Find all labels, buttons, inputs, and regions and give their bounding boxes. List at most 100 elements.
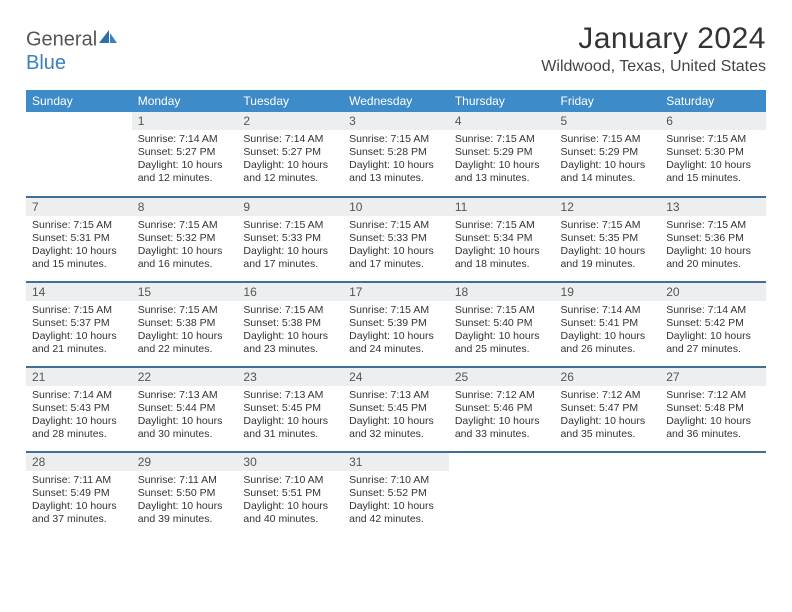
weekday-header: Monday (132, 90, 238, 112)
day-details: Sunrise: 7:15 AMSunset: 5:35 PMDaylight:… (555, 216, 661, 278)
day-number: 13 (660, 198, 766, 216)
calendar-day-cell: 17Sunrise: 7:15 AMSunset: 5:39 PMDayligh… (343, 282, 449, 367)
day-details: Sunrise: 7:13 AMSunset: 5:44 PMDaylight:… (132, 386, 238, 448)
calendar-day-cell: 26Sunrise: 7:12 AMSunset: 5:47 PMDayligh… (555, 367, 661, 452)
calendar-day-cell: 8Sunrise: 7:15 AMSunset: 5:32 PMDaylight… (132, 197, 238, 282)
calendar-table: Sunday Monday Tuesday Wednesday Thursday… (26, 90, 766, 537)
day-number: 19 (555, 283, 661, 301)
day-details: Sunrise: 7:14 AMSunset: 5:42 PMDaylight:… (660, 301, 766, 363)
calendar-day-cell: 15Sunrise: 7:15 AMSunset: 5:38 PMDayligh… (132, 282, 238, 367)
day-number: 14 (26, 283, 132, 301)
day-number: 30 (237, 453, 343, 471)
day-number: 28 (26, 453, 132, 471)
calendar-day-cell (449, 452, 555, 537)
calendar-day-cell: 29Sunrise: 7:11 AMSunset: 5:50 PMDayligh… (132, 452, 238, 537)
weekday-header: Thursday (449, 90, 555, 112)
day-number: 17 (343, 283, 449, 301)
day-number: 16 (237, 283, 343, 301)
day-details: Sunrise: 7:12 AMSunset: 5:46 PMDaylight:… (449, 386, 555, 448)
day-details: Sunrise: 7:15 AMSunset: 5:32 PMDaylight:… (132, 216, 238, 278)
calendar-day-cell: 31Sunrise: 7:10 AMSunset: 5:52 PMDayligh… (343, 452, 449, 537)
calendar-week-row: 7Sunrise: 7:15 AMSunset: 5:31 PMDaylight… (26, 197, 766, 282)
calendar-day-cell: 6Sunrise: 7:15 AMSunset: 5:30 PMDaylight… (660, 112, 766, 197)
day-number: 22 (132, 368, 238, 386)
day-details: Sunrise: 7:15 AMSunset: 5:36 PMDaylight:… (660, 216, 766, 278)
day-number: 2 (237, 112, 343, 130)
calendar-day-cell: 7Sunrise: 7:15 AMSunset: 5:31 PMDaylight… (26, 197, 132, 282)
day-details: Sunrise: 7:10 AMSunset: 5:52 PMDaylight:… (343, 471, 449, 533)
day-details: Sunrise: 7:13 AMSunset: 5:45 PMDaylight:… (237, 386, 343, 448)
calendar-day-cell: 30Sunrise: 7:10 AMSunset: 5:51 PMDayligh… (237, 452, 343, 537)
calendar-day-cell: 12Sunrise: 7:15 AMSunset: 5:35 PMDayligh… (555, 197, 661, 282)
day-details: Sunrise: 7:14 AMSunset: 5:43 PMDaylight:… (26, 386, 132, 448)
day-number: 7 (26, 198, 132, 216)
calendar-day-cell: 19Sunrise: 7:14 AMSunset: 5:41 PMDayligh… (555, 282, 661, 367)
day-details: Sunrise: 7:15 AMSunset: 5:38 PMDaylight:… (237, 301, 343, 363)
calendar-day-cell: 14Sunrise: 7:15 AMSunset: 5:37 PMDayligh… (26, 282, 132, 367)
day-details: Sunrise: 7:14 AMSunset: 5:27 PMDaylight:… (132, 130, 238, 192)
day-details: Sunrise: 7:15 AMSunset: 5:33 PMDaylight:… (237, 216, 343, 278)
location-text: Wildwood, Texas, United States (541, 58, 766, 76)
calendar-day-cell: 25Sunrise: 7:12 AMSunset: 5:46 PMDayligh… (449, 367, 555, 452)
day-details: Sunrise: 7:15 AMSunset: 5:33 PMDaylight:… (343, 216, 449, 278)
calendar-day-cell: 4Sunrise: 7:15 AMSunset: 5:29 PMDaylight… (449, 112, 555, 197)
day-details: Sunrise: 7:15 AMSunset: 5:39 PMDaylight:… (343, 301, 449, 363)
calendar-day-cell (555, 452, 661, 537)
day-details: Sunrise: 7:15 AMSunset: 5:37 PMDaylight:… (26, 301, 132, 363)
day-number: 31 (343, 453, 449, 471)
calendar-day-cell: 21Sunrise: 7:14 AMSunset: 5:43 PMDayligh… (26, 367, 132, 452)
calendar-day-cell: 27Sunrise: 7:12 AMSunset: 5:48 PMDayligh… (660, 367, 766, 452)
weekday-header: Sunday (26, 90, 132, 112)
day-details: Sunrise: 7:10 AMSunset: 5:51 PMDaylight:… (237, 471, 343, 533)
day-number: 11 (449, 198, 555, 216)
day-details: Sunrise: 7:14 AMSunset: 5:41 PMDaylight:… (555, 301, 661, 363)
calendar-day-cell: 24Sunrise: 7:13 AMSunset: 5:45 PMDayligh… (343, 367, 449, 452)
day-details: Sunrise: 7:15 AMSunset: 5:29 PMDaylight:… (555, 130, 661, 192)
calendar-day-cell: 13Sunrise: 7:15 AMSunset: 5:36 PMDayligh… (660, 197, 766, 282)
calendar-day-cell: 22Sunrise: 7:13 AMSunset: 5:44 PMDayligh… (132, 367, 238, 452)
brand-logo: GeneralBlue (26, 28, 119, 75)
calendar-week-row: 28Sunrise: 7:11 AMSunset: 5:49 PMDayligh… (26, 452, 766, 537)
day-details: Sunrise: 7:15 AMSunset: 5:30 PMDaylight:… (660, 130, 766, 192)
day-details: Sunrise: 7:15 AMSunset: 5:38 PMDaylight:… (132, 301, 238, 363)
day-details: Sunrise: 7:13 AMSunset: 5:45 PMDaylight:… (343, 386, 449, 448)
calendar-day-cell: 2Sunrise: 7:14 AMSunset: 5:27 PMDaylight… (237, 112, 343, 197)
day-details: Sunrise: 7:15 AMSunset: 5:31 PMDaylight:… (26, 216, 132, 278)
day-number: 21 (26, 368, 132, 386)
weekday-header: Friday (555, 90, 661, 112)
weekday-header: Tuesday (237, 90, 343, 112)
calendar-day-cell: 1Sunrise: 7:14 AMSunset: 5:27 PMDaylight… (132, 112, 238, 197)
calendar-day-cell: 28Sunrise: 7:11 AMSunset: 5:49 PMDayligh… (26, 452, 132, 537)
day-number: 24 (343, 368, 449, 386)
day-details: Sunrise: 7:14 AMSunset: 5:27 PMDaylight:… (237, 130, 343, 192)
calendar-week-row: 21Sunrise: 7:14 AMSunset: 5:43 PMDayligh… (26, 367, 766, 452)
day-details: Sunrise: 7:11 AMSunset: 5:50 PMDaylight:… (132, 471, 238, 533)
day-number: 15 (132, 283, 238, 301)
day-details: Sunrise: 7:15 AMSunset: 5:28 PMDaylight:… (343, 130, 449, 192)
brand-text: GeneralBlue (26, 28, 119, 75)
day-details: Sunrise: 7:11 AMSunset: 5:49 PMDaylight:… (26, 471, 132, 533)
day-details: Sunrise: 7:15 AMSunset: 5:34 PMDaylight:… (449, 216, 555, 278)
month-title: January 2024 (541, 22, 766, 56)
day-number: 1 (132, 112, 238, 130)
day-number: 10 (343, 198, 449, 216)
brand-part1: General (26, 28, 97, 50)
day-details: Sunrise: 7:12 AMSunset: 5:47 PMDaylight:… (555, 386, 661, 448)
day-number: 26 (555, 368, 661, 386)
calendar-day-cell: 18Sunrise: 7:15 AMSunset: 5:40 PMDayligh… (449, 282, 555, 367)
day-number: 4 (449, 112, 555, 130)
day-number: 9 (237, 198, 343, 216)
header: GeneralBlue January 2024 Wildwood, Texas… (26, 22, 766, 76)
day-number: 23 (237, 368, 343, 386)
calendar-day-cell: 10Sunrise: 7:15 AMSunset: 5:33 PMDayligh… (343, 197, 449, 282)
calendar-day-cell (660, 452, 766, 537)
calendar-day-cell: 20Sunrise: 7:14 AMSunset: 5:42 PMDayligh… (660, 282, 766, 367)
calendar-day-cell: 3Sunrise: 7:15 AMSunset: 5:28 PMDaylight… (343, 112, 449, 197)
day-number: 29 (132, 453, 238, 471)
day-number: 20 (660, 283, 766, 301)
day-details: Sunrise: 7:15 AMSunset: 5:29 PMDaylight:… (449, 130, 555, 192)
day-number: 5 (555, 112, 661, 130)
day-number: 18 (449, 283, 555, 301)
day-details: Sunrise: 7:15 AMSunset: 5:40 PMDaylight:… (449, 301, 555, 363)
calendar-day-cell: 5Sunrise: 7:15 AMSunset: 5:29 PMDaylight… (555, 112, 661, 197)
